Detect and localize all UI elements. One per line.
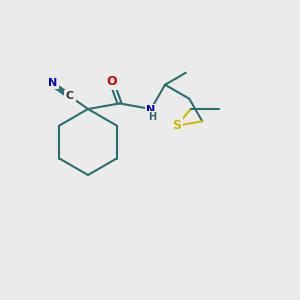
Text: S: S bbox=[172, 119, 181, 132]
Text: C: C bbox=[66, 92, 74, 101]
Text: N: N bbox=[48, 78, 58, 88]
Text: H: H bbox=[148, 112, 156, 122]
Text: O: O bbox=[107, 75, 117, 88]
Text: N: N bbox=[146, 105, 156, 115]
